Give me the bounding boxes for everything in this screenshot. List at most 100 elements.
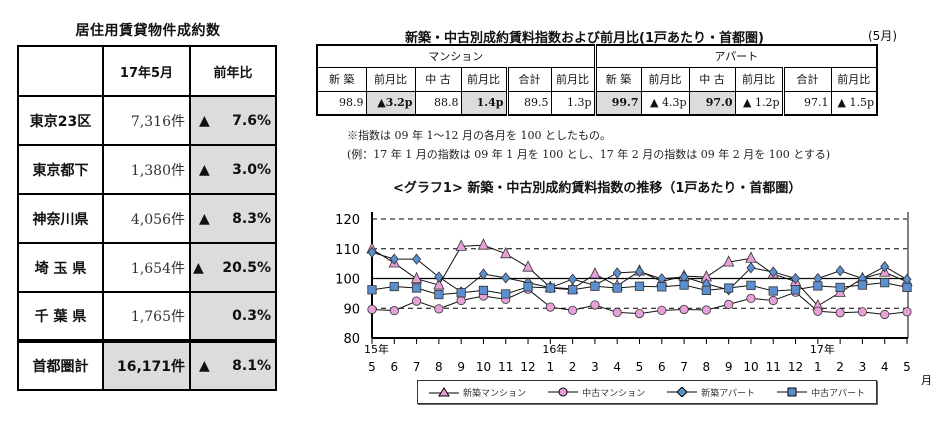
svg-text:120: 120 [335, 213, 360, 228]
count-value: 1,654件 [102, 242, 191, 293]
total-row: 首都圏計 16,171件 ▲ 8.1% [17, 339, 277, 391]
legend-item: 新築アパート [667, 386, 755, 399]
svg-text:8: 8 [435, 360, 443, 374]
count-value: 4,056件 [102, 193, 191, 244]
decrease-triangle-icon: ▲ [199, 112, 210, 129]
index-table: マンション アパート 新 築 前月比 中 古 前月比 合計 前月比 新 築 前月… [316, 44, 878, 116]
svg-text:11: 11 [498, 360, 513, 374]
diamond-marker-icon [667, 387, 698, 397]
col-header: 前月比 [365, 66, 416, 92]
value-cell: 1.4p [460, 90, 508, 116]
yoy-value: ▲ 7.6% [189, 95, 277, 146]
yoy-value: 0.3% [189, 291, 277, 342]
group-mansion: マンション [316, 44, 596, 68]
svg-text:2: 2 [836, 360, 844, 374]
col-header: 合計 [505, 66, 552, 92]
legend-item: 中古アパート [777, 386, 865, 399]
svg-text:7: 7 [680, 360, 688, 374]
circle-marker-icon [548, 387, 579, 397]
count-value: 1,765件 [102, 291, 191, 342]
total-label: 首都圏計 [17, 339, 104, 391]
chart-legend: 新築マンション 中古マンション 新築アパート 中古アパート [417, 380, 877, 404]
svg-text:3: 3 [591, 360, 599, 374]
svg-text:2: 2 [569, 360, 577, 374]
header-empty [17, 45, 104, 97]
value-cell: ▲ 4.3p [640, 90, 690, 116]
yoy-value: ▲ 3.0% [189, 144, 277, 195]
index-table-month: (5月) [868, 29, 897, 43]
svg-text:90: 90 [343, 302, 360, 317]
col-header: 前月比 [640, 66, 690, 92]
svg-text:月: 月 [921, 374, 932, 385]
value-cell: ▲ 1.2p [734, 90, 784, 116]
svg-text:9: 9 [725, 360, 733, 374]
header-yoy: 前年比 [189, 45, 277, 97]
contracts-title: 居住用賃貸物件成約数 [75, 23, 221, 39]
svg-text:9: 9 [457, 360, 465, 374]
region-label: 東京都下 [17, 144, 104, 195]
svg-text:15年: 15年 [364, 342, 389, 356]
table-row: 東京23区 7,316件 ▲ 7.6% [17, 95, 277, 146]
svg-text:10: 10 [476, 360, 491, 374]
svg-text:16年: 16年 [542, 342, 567, 356]
col-header: 前月比 [550, 66, 596, 92]
legend-item: 新築マンション [429, 386, 526, 399]
decrease-triangle-icon: ▲ [199, 210, 210, 227]
svg-text:11: 11 [766, 360, 781, 374]
value-cell: 98.9 [316, 90, 367, 116]
total-count: 16,171件 [102, 339, 191, 391]
svg-text:1: 1 [547, 360, 555, 374]
region-label: 埼 玉 県 [17, 242, 104, 293]
col-header: 前月比 [734, 66, 784, 92]
svg-text:8: 8 [703, 360, 711, 374]
svg-text:80: 80 [343, 332, 360, 347]
svg-text:10: 10 [743, 360, 758, 374]
svg-text:4: 4 [881, 360, 889, 374]
col-header: 前月比 [830, 66, 878, 92]
svg-text:7: 7 [413, 360, 421, 374]
svg-text:5: 5 [903, 360, 911, 374]
index-table-title: 新築・中古別成約賃料指数および前月比(1戸あたり・首都圏) [405, 31, 764, 46]
table-row: 埼 玉 県 1,654件 ▲ 20.5% [17, 242, 277, 293]
col-header: 合計 [781, 66, 832, 92]
svg-text:100: 100 [335, 273, 360, 288]
count-value: 1,380件 [102, 144, 191, 195]
svg-text:12: 12 [520, 360, 535, 374]
svg-text:5: 5 [368, 360, 376, 374]
value-cell: ▲3.2p [365, 90, 416, 116]
value-cell: 1.3p [550, 90, 596, 116]
chart-title: <グラフ1> 新築・中古別成約賃料指数の推移（1戸あたり・首都圏） [393, 181, 802, 196]
svg-text:5: 5 [636, 360, 644, 374]
contracts-table: 17年5月 前年比 東京23区 7,316件 ▲ 7.6% 東京都下 1,380件… [17, 45, 277, 391]
svg-text:1: 1 [814, 360, 822, 374]
yoy-value: ▲ 8.3% [189, 193, 277, 244]
header-month: 17年5月 [102, 45, 191, 97]
svg-text:17年: 17年 [810, 342, 835, 356]
table-row: 東京都下 1,380件 ▲ 3.0% [17, 144, 277, 195]
value-cell: 97.1 [781, 90, 832, 116]
svg-text:6: 6 [658, 360, 666, 374]
square-marker-icon [777, 387, 808, 397]
value-cell: 97.0 [688, 90, 736, 116]
group-apart: アパート [593, 44, 878, 68]
value-cell: 99.7 [593, 90, 642, 116]
value-cell: 88.8 [414, 90, 462, 116]
legend-item: 中古マンション [548, 386, 645, 399]
table-row: 千 葉 県 1,765件 0.3% [17, 291, 277, 342]
region-label: 神奈川県 [17, 193, 104, 244]
col-header: 中 古 [414, 66, 462, 92]
note-line-1: ※指数は 09 年 1～12 月の各月を 100 としたもの。 [347, 129, 611, 142]
decrease-triangle-icon: ▲ [199, 358, 210, 374]
decrease-triangle-icon: ▲ [199, 161, 210, 178]
svg-text:110: 110 [335, 243, 360, 258]
region-label: 千 葉 県 [17, 291, 104, 342]
region-label: 東京23区 [17, 95, 104, 146]
note-line-2: (例：17 年 1 月の指数は 09 年 1 月を 100 とし、17 年 2 … [347, 148, 831, 161]
value-cell: ▲ 1.5p [830, 90, 878, 116]
svg-text:12: 12 [788, 360, 803, 374]
yoy-value: ▲ 20.5% [189, 242, 277, 293]
col-header: 新 築 [593, 66, 642, 92]
count-value: 7,316件 [102, 95, 191, 146]
table-row: 神奈川県 4,056件 ▲ 8.3% [17, 193, 277, 244]
